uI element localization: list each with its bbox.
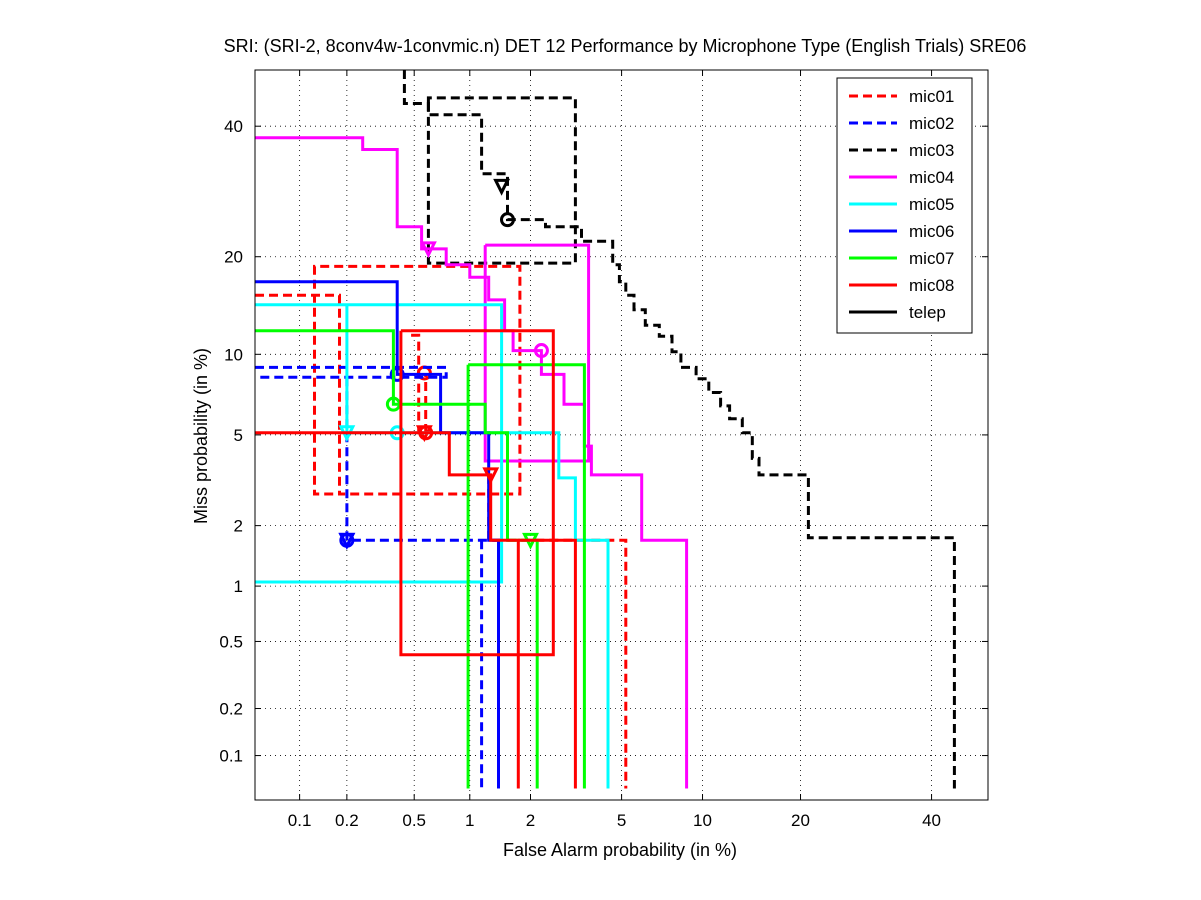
mic03-curve [426, 96, 577, 265]
mic04-min-dcf-marker [533, 343, 549, 359]
mic05-curve [255, 303, 504, 584]
y-tick-label: 1 [234, 577, 243, 596]
y-axis-ticks: 0.1 0.2 0.5 1 2 5 10 20 40 [219, 117, 988, 766]
y-tick-label: 0.5 [219, 632, 243, 651]
mic06-min-dcf-marker [389, 366, 405, 382]
y-tick-label: 0.2 [219, 700, 243, 719]
legend-label-mic08: mic08 [909, 276, 954, 295]
y-tick-label: 40 [224, 117, 243, 136]
y-tick-label: 0.1 [219, 747, 243, 766]
mic03-curve [402, 70, 956, 789]
legend: mic01 mic02 mic03 mic04 mic05 mic06 mic07 mic08… [836, 77, 973, 334]
x-tick-label: 5 [617, 811, 626, 830]
series-mic08 [255, 329, 577, 789]
mic04-curve [483, 243, 591, 463]
y-tick-label: 5 [234, 426, 243, 445]
x-tick-label: 0.2 [335, 811, 359, 830]
chart-title: SRI: (SRI-2, 8conv4w-1convmic.n) DET 12 … [224, 36, 1027, 56]
mic08-min-dcf-marker [418, 425, 434, 441]
legend-label-mic02: mic02 [909, 114, 954, 133]
x-tick-label: 0.5 [402, 811, 426, 830]
x-tick-label: 2 [526, 811, 535, 830]
x-tick-label: 40 [922, 811, 941, 830]
legend-label-mic05: mic05 [909, 195, 954, 214]
legend-label-mic07: mic07 [909, 249, 954, 268]
x-tick-label: 20 [791, 811, 810, 830]
series-mic03 [402, 70, 956, 789]
legend-label-mic06: mic06 [909, 222, 954, 241]
mic08-curve [518, 538, 577, 789]
mic01-curve [255, 264, 522, 496]
mic03-min-dcf-marker [499, 212, 515, 228]
x-axis-ticks: 0.1 0.2 0.5 1 2 5 10 20 40 [288, 70, 941, 830]
x-tick-label: 1 [465, 811, 474, 830]
mic08-curve [399, 329, 555, 657]
plot-area [255, 70, 956, 789]
legend-label-telep: telep [909, 303, 946, 322]
mic07-curve [468, 363, 586, 789]
y-tick-label: 2 [234, 517, 243, 536]
mic06-act-dcf-marker [338, 532, 356, 550]
mic03-act-dcf-marker [493, 178, 511, 196]
legend-label-mic01: mic01 [909, 87, 954, 106]
mic08-act-dcf-marker [482, 467, 500, 485]
legend-label-mic03: mic03 [909, 141, 954, 160]
x-tick-label: 0.1 [288, 811, 312, 830]
mic04-act-dcf-marker [419, 241, 437, 259]
x-tick-label: 10 [693, 811, 712, 830]
mic02-curve [255, 365, 448, 379]
y-tick-label: 10 [224, 345, 243, 364]
mic07-min-dcf-marker [385, 396, 401, 412]
y-tick-label: 20 [224, 248, 243, 267]
y-axis-title: Miss probability (in %) [191, 348, 211, 524]
legend-label-mic04: mic04 [909, 168, 954, 187]
x-axis-title: False Alarm probability (in %) [503, 840, 737, 860]
